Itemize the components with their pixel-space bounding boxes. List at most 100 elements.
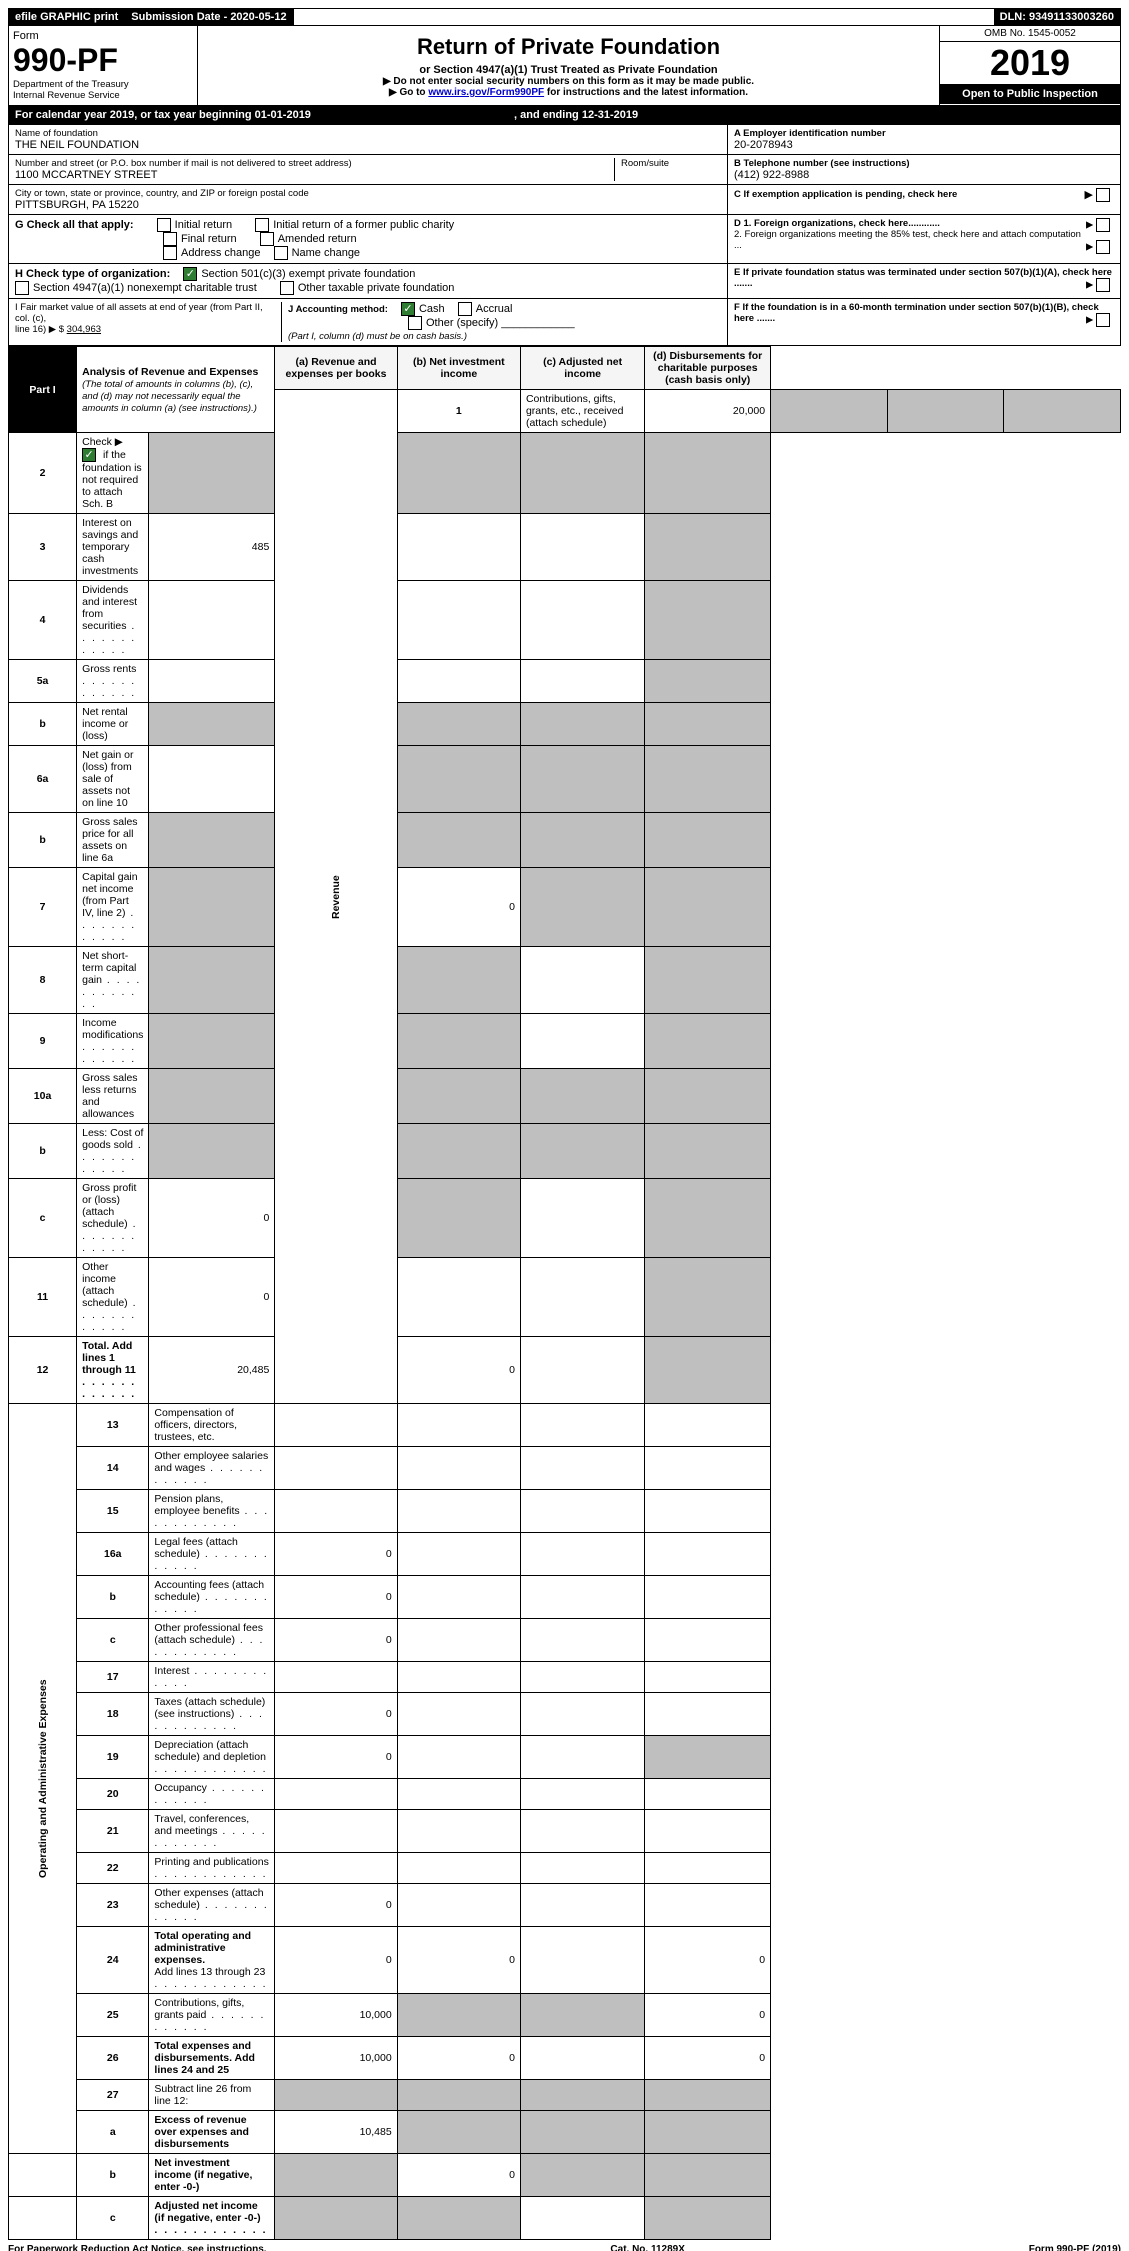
- g-final-check[interactable]: [163, 232, 177, 246]
- g-addrchg-check[interactable]: [163, 246, 177, 260]
- v26d: 0: [645, 2037, 771, 2080]
- h-col: H Check type of organization: Section 50…: [9, 264, 728, 298]
- i-lbl1: I Fair market value of all assets at end…: [15, 302, 275, 324]
- ln9: Income modifications: [77, 1014, 149, 1069]
- j-lbl: J Accounting method:: [288, 304, 388, 315]
- j-cash-check[interactable]: [401, 302, 415, 316]
- ln20-num: 20: [77, 1779, 149, 1810]
- calendar-row: For calendar year 2019, or tax year begi…: [8, 106, 1121, 125]
- g-o6: Name change: [292, 247, 361, 259]
- g-namechg-check[interactable]: [274, 246, 288, 260]
- ln6a-num: 6a: [9, 746, 77, 813]
- tel-lbl: B Telephone number (see instructions): [734, 158, 1114, 169]
- g-o4: Amended return: [278, 233, 357, 245]
- ln16b-num: b: [77, 1576, 149, 1619]
- h-lbl: H Check type of organization:: [15, 268, 170, 280]
- ln15-num: 15: [77, 1490, 149, 1533]
- ln3-num: 3: [9, 514, 77, 581]
- ln20: Occupancy: [149, 1779, 275, 1810]
- v19a: 0: [275, 1736, 397, 1779]
- v27bb: 0: [397, 2154, 520, 2197]
- ln16c-num: c: [77, 1619, 149, 1662]
- ln14: Other employee salaries and wages: [149, 1447, 275, 1490]
- form-word: Form: [13, 30, 193, 42]
- ln22-num: 22: [77, 1853, 149, 1884]
- irs-link[interactable]: www.irs.gov/Form990PF: [428, 87, 544, 98]
- i-lbl2: line 16) ▶ $: [15, 324, 64, 335]
- ln23-num: 23: [77, 1884, 149, 1927]
- address: 1100 MCCARTNEY STREET: [15, 169, 614, 181]
- h-4947-check[interactable]: [15, 281, 29, 295]
- v3a: 485: [149, 514, 275, 581]
- d1-check[interactable]: [1096, 218, 1110, 232]
- ln9-num: 9: [9, 1014, 77, 1069]
- form-number: 990-PF: [13, 42, 193, 79]
- ln7: Capital gain net income (from Part IV, l…: [77, 868, 149, 947]
- ln21-num: 21: [77, 1810, 149, 1853]
- col-d: (d) Disbursements for charitable purpose…: [645, 347, 771, 390]
- ln27b-num: b: [77, 2154, 149, 2197]
- tax-year: 2019: [940, 42, 1120, 84]
- ln1: Contributions, gifts, grants, etc., rece…: [520, 390, 644, 433]
- ln10a: Gross sales less returns and allowances: [77, 1069, 149, 1124]
- ln27-num: 27: [77, 2080, 149, 2111]
- ln10c-num: c: [9, 1179, 77, 1258]
- ln4-num: 4: [9, 581, 77, 660]
- j-other-check[interactable]: [408, 316, 422, 330]
- j-accrual: Accrual: [476, 303, 513, 315]
- name-ein-row: Name of foundation THE NEIL FOUNDATION A…: [8, 125, 1121, 155]
- ln27c: Adjusted net income (if negative, enter …: [149, 2197, 275, 2240]
- telephone: (412) 922-8988: [734, 169, 1114, 181]
- h-other-check[interactable]: [280, 281, 294, 295]
- l2a: Check ▶: [82, 436, 123, 448]
- ln25: Contributions, gifts, grants paid: [149, 1994, 275, 2037]
- ln19: Depreciation (attach schedule) and deple…: [149, 1736, 275, 1779]
- h-o1: Section 501(c)(3) exempt private foundat…: [201, 268, 415, 280]
- dln: DLN: 93491133003260: [994, 9, 1120, 25]
- d2-check[interactable]: [1096, 240, 1110, 254]
- part1-label: Part I: [9, 347, 77, 433]
- v25a: 10,000: [275, 1994, 397, 2037]
- ln5a-num: 5a: [9, 660, 77, 703]
- l24b: Add lines 13 through 23: [154, 1966, 267, 1990]
- schb-check[interactable]: [82, 448, 96, 462]
- ln14-num: 14: [77, 1447, 149, 1490]
- ln16b: Accounting fees (attach schedule): [149, 1576, 275, 1619]
- ln11: Other income (attach schedule): [77, 1258, 149, 1337]
- ln16a: Legal fees (attach schedule): [149, 1533, 275, 1576]
- name-lbl: Name of foundation: [15, 128, 721, 139]
- h-501c3-check[interactable]: [183, 267, 197, 281]
- ln18: Taxes (attach schedule) (see instruction…: [149, 1693, 275, 1736]
- v26a: 10,000: [275, 2037, 397, 2080]
- g-initial-former-check[interactable]: [255, 218, 269, 232]
- j-accrual-check[interactable]: [458, 302, 472, 316]
- ln10b: Less: Cost of goods sold: [77, 1124, 149, 1179]
- footer-mid: Cat. No. 11289X: [610, 2244, 684, 2251]
- g-amended-check[interactable]: [260, 232, 274, 246]
- d1: D 1. Foreign organizations, check here..…: [734, 218, 940, 229]
- col-a: (a) Revenue and expenses per books: [275, 347, 397, 390]
- ln24: Total operating and administrative expen…: [149, 1927, 275, 1994]
- addr-col: Number and street (or P.O. box number if…: [9, 155, 728, 184]
- c-check[interactable]: [1096, 188, 1110, 202]
- f-check[interactable]: [1096, 313, 1110, 327]
- g-initial-check[interactable]: [157, 218, 171, 232]
- footer-left: For Paperwork Reduction Act Notice, see …: [8, 2244, 267, 2251]
- ln2: Check ▶ if the foundation is not require…: [77, 433, 149, 514]
- part1-sub: (The total of amounts in columns (b), (c…: [82, 379, 257, 414]
- ein-col: A Employer identification number 20-2078…: [728, 125, 1120, 154]
- note2c: for instructions and the latest informat…: [544, 87, 748, 98]
- j-note: (Part I, column (d) must be on cash basi…: [288, 331, 467, 342]
- ln15: Pension plans, employee benefits: [149, 1490, 275, 1533]
- h-o2: Section 4947(a)(1) nonexempt charitable …: [33, 282, 257, 294]
- ln4: Dividends and interest from securities: [77, 581, 149, 660]
- ln13-num: 13: [77, 1404, 149, 1447]
- note2a: ▶ Go to: [389, 87, 428, 98]
- g-col: G Check all that apply: Initial return I…: [9, 215, 728, 263]
- ij-f-row: I Fair market value of all assets at end…: [8, 299, 1121, 346]
- e-check[interactable]: [1096, 278, 1110, 292]
- city: PITTSBURGH, PA 15220: [15, 199, 721, 211]
- ln27: Subtract line 26 from line 12:: [149, 2080, 275, 2111]
- v16ca: 0: [275, 1619, 397, 1662]
- form-subtitle: or Section 4947(a)(1) Trust Treated as P…: [206, 64, 931, 76]
